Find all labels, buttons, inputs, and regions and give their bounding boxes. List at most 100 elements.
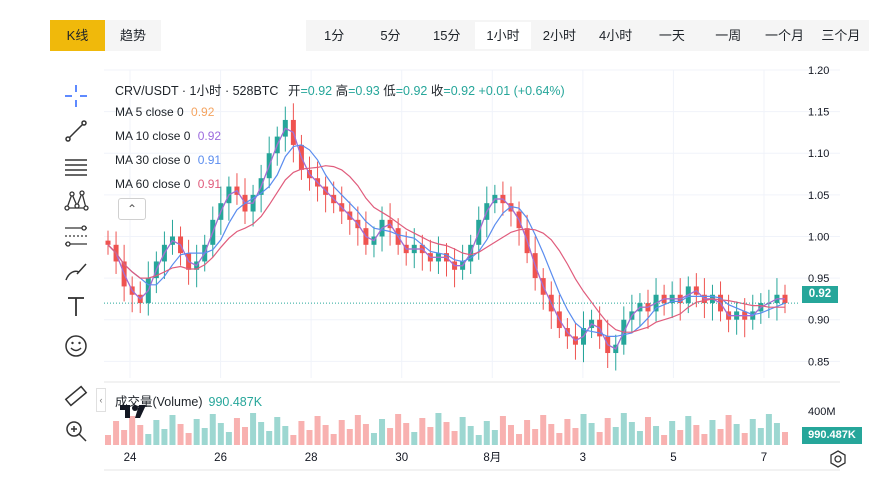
- volume-bar: [596, 432, 603, 445]
- ma60-label: MA 60 close 0: [115, 177, 191, 191]
- x-tick-label: 7: [761, 452, 767, 464]
- ma30-label: MA 30 close 0: [115, 153, 191, 167]
- ma30-line: [107, 144, 786, 337]
- volume-bar: [749, 419, 756, 445]
- volume-bar: [387, 428, 394, 445]
- volume-bar: [201, 428, 208, 445]
- volume-bar: [741, 433, 748, 445]
- volume-bar: [105, 435, 111, 445]
- x-tick-label: 3: [580, 452, 586, 464]
- interval-5m[interactable]: 5分: [380, 28, 401, 43]
- close-label: 收: [430, 84, 444, 98]
- current-volume-tag: 990.487K: [802, 427, 862, 444]
- pattern-icon[interactable]: [62, 187, 90, 215]
- ma5-value: 0.92: [191, 105, 215, 119]
- volume-bar: [177, 424, 184, 445]
- volume-bar: [427, 427, 434, 445]
- volume-bar: [209, 414, 216, 445]
- volume-bar: [153, 420, 160, 445]
- interval-1w[interactable]: 一周: [715, 28, 742, 43]
- tab-trend[interactable]: 趋势: [105, 20, 161, 51]
- volume-bar: [346, 429, 353, 445]
- volume-bar: [137, 425, 144, 445]
- x-tick-label: 24: [124, 452, 137, 464]
- ma30-legend: MA 30 close 0 0.91: [115, 153, 221, 167]
- open-label: 开: [287, 84, 301, 98]
- volume-bar: [580, 414, 587, 445]
- volume-bar: [121, 430, 128, 445]
- volume-bar: [274, 417, 281, 445]
- ma10-legend: MA 10 close 0 0.92: [115, 129, 221, 143]
- volume-bar: [532, 429, 539, 445]
- volume-bar: [193, 419, 200, 445]
- volume-bar: [233, 418, 240, 445]
- settings-icon[interactable]: [829, 450, 847, 468]
- volume-bar: [379, 419, 386, 445]
- tab-kline[interactable]: K线: [50, 20, 105, 51]
- volume-bar: [169, 415, 176, 445]
- volume-bar: [258, 422, 265, 445]
- volume-bar: [403, 423, 410, 445]
- volume-bar: [677, 430, 684, 445]
- volume-bar: [612, 427, 619, 445]
- interval-1mo[interactable]: 一个月: [765, 28, 805, 43]
- volume-bar: [225, 432, 232, 445]
- volume-bar: [653, 426, 660, 445]
- volume-bar: [499, 416, 506, 445]
- volume-bar: [161, 429, 168, 445]
- ruler-icon[interactable]: [62, 382, 90, 410]
- interval-2h[interactable]: 2小时: [542, 28, 576, 43]
- view-tabs: K线 趋势: [50, 20, 161, 51]
- volume-bar: [250, 413, 257, 445]
- ma30-value: 0.91: [197, 153, 222, 167]
- volume-bar: [661, 435, 668, 445]
- low-label: 低: [383, 84, 396, 98]
- interval-1d[interactable]: 一天: [658, 28, 685, 43]
- volume-bar: [298, 421, 305, 445]
- volume-bar: [733, 424, 740, 445]
- interval-3mo[interactable]: 三个月: [821, 28, 861, 43]
- volume-bar: [483, 421, 490, 445]
- interval-1m[interactable]: 1分: [324, 28, 345, 43]
- horizontal-lines-icon[interactable]: [62, 152, 90, 180]
- volume-bar: [459, 417, 466, 445]
- zoom-in-icon[interactable]: [62, 417, 90, 445]
- ma10-label: MA 10 close 0: [115, 129, 191, 143]
- x-tick-label: 28: [305, 452, 318, 464]
- volume-bar: [717, 429, 724, 445]
- trend-line-icon[interactable]: [62, 117, 90, 145]
- fib-icon[interactable]: [62, 222, 90, 250]
- interval-1h[interactable]: 1小时: [474, 22, 532, 49]
- volume-bar: [564, 419, 571, 445]
- y-tick-label: 1.05: [808, 190, 829, 202]
- drawing-toolbar: [50, 70, 102, 470]
- interval-4h[interactable]: 4小时: [599, 28, 633, 43]
- interval-15m[interactable]: 15分: [433, 28, 461, 43]
- volume-bar: [636, 431, 643, 445]
- volume-bar: [370, 433, 377, 445]
- volume-bar: [451, 431, 458, 445]
- current-price-tag: 0.92: [802, 286, 838, 303]
- brush-icon[interactable]: [62, 257, 90, 285]
- volume-bar: [411, 432, 418, 445]
- emoji-icon[interactable]: [62, 332, 90, 360]
- crosshair-icon[interactable]: [62, 82, 90, 110]
- candle-body: [105, 240, 111, 245]
- volume-legend: 成交量(Volume) 990.487K: [115, 391, 262, 410]
- y-tick-label: 1.10: [808, 148, 829, 160]
- volume-bar: [725, 415, 732, 445]
- ma60-line: [107, 165, 785, 333]
- volume-bar: [644, 417, 651, 445]
- ma10-line: [107, 127, 785, 350]
- volume-bar: [242, 427, 249, 445]
- volume-bar: [491, 430, 498, 445]
- volume-bar: [113, 421, 120, 445]
- ma10-value: 0.92: [197, 129, 222, 143]
- text-icon[interactable]: [62, 292, 90, 320]
- toolbar-toggle-button[interactable]: ‹: [96, 388, 106, 412]
- y-tick-label: 1.20: [808, 65, 829, 77]
- collapse-legend-button[interactable]: ⌃: [118, 198, 146, 220]
- volume-bar: [338, 420, 345, 445]
- ma60-legend: MA 60 close 0 0.91: [115, 177, 221, 191]
